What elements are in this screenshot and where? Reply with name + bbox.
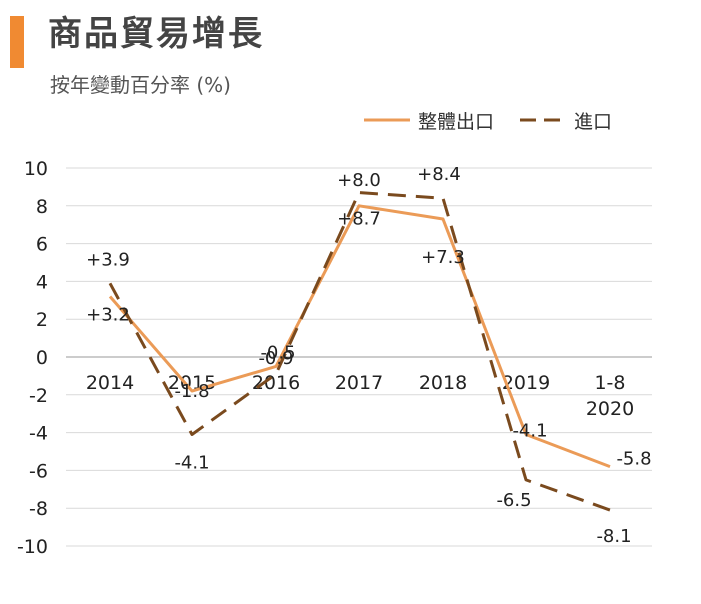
data-label-exports: -0.5 (260, 342, 295, 363)
legend-label-imports: 進口 (574, 110, 613, 133)
data-label-exports: +3.2 (86, 305, 130, 326)
data-label-exports: +7.3 (421, 247, 465, 268)
y-tick-label: 8 (36, 196, 48, 218)
y-tick-label: -10 (17, 536, 48, 558)
x-tick-label: 2016 (252, 372, 300, 394)
y-tick-label: 2 (36, 309, 48, 331)
chart-subtitle: 按年變動百分率 (%) (50, 73, 231, 97)
x-tick-label: 2017 (335, 372, 383, 394)
legend-item-exports: 整體出口 (364, 107, 494, 134)
data-label-exports: -1.8 (174, 381, 209, 402)
x-tick-label: 2018 (419, 372, 467, 394)
series-line-exports (108, 204, 611, 469)
data-label-exports: -5.8 (616, 449, 651, 470)
chart-title: 商品貿易增長 (48, 14, 264, 54)
data-label-imports: -6.5 (496, 490, 531, 511)
data-label-imports: -8.1 (596, 526, 631, 547)
x-tick-label: 2014 (86, 372, 134, 394)
legend-label-exports: 整體出口 (418, 110, 495, 133)
y-tick-label: -6 (29, 460, 48, 482)
legend-swatch-imports (520, 118, 567, 122)
data-label-imports: +3.9 (86, 249, 130, 270)
y-tick-label: -4 (29, 423, 48, 445)
series-line-imports (108, 191, 611, 512)
x-tick-label: 1-8 (594, 372, 625, 394)
legend-item-imports: 進口 (520, 107, 612, 134)
y-tick-label: 6 (36, 234, 48, 256)
data-label-imports: +8.7 (337, 209, 381, 230)
title-accent-bar (10, 16, 24, 68)
data-label-imports: -4.1 (174, 452, 209, 473)
y-tick-label: 0 (36, 347, 48, 369)
data-label-imports: -0.9 (258, 348, 293, 369)
y-tick-label: 10 (24, 158, 48, 180)
data-label-imports: +8.4 (417, 164, 461, 185)
x-tick-label: 2020 (586, 398, 634, 420)
data-label-exports: +8.0 (337, 170, 381, 191)
x-tick-label: 2019 (502, 372, 550, 394)
legend-swatch-exports (364, 118, 410, 122)
legend: 整體出口 進口 (364, 106, 612, 134)
y-tick-label: -8 (29, 498, 48, 520)
y-tick-label: 4 (36, 271, 48, 293)
y-tick-label: -2 (29, 385, 48, 407)
data-label-exports: -4.1 (512, 420, 547, 441)
